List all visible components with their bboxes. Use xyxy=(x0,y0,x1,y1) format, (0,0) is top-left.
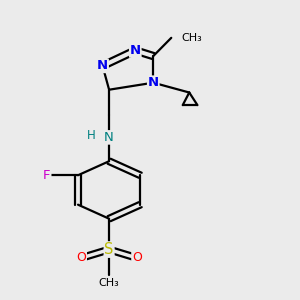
Text: F: F xyxy=(43,169,51,182)
Text: CH₃: CH₃ xyxy=(181,33,202,43)
Text: N: N xyxy=(97,59,108,72)
Text: CH₃: CH₃ xyxy=(99,278,119,288)
Text: N: N xyxy=(104,131,114,144)
Text: N: N xyxy=(130,44,141,57)
Text: O: O xyxy=(76,251,86,265)
Text: O: O xyxy=(132,251,142,265)
Text: S: S xyxy=(104,242,114,257)
Text: N: N xyxy=(148,76,159,89)
Text: H: H xyxy=(87,129,95,142)
